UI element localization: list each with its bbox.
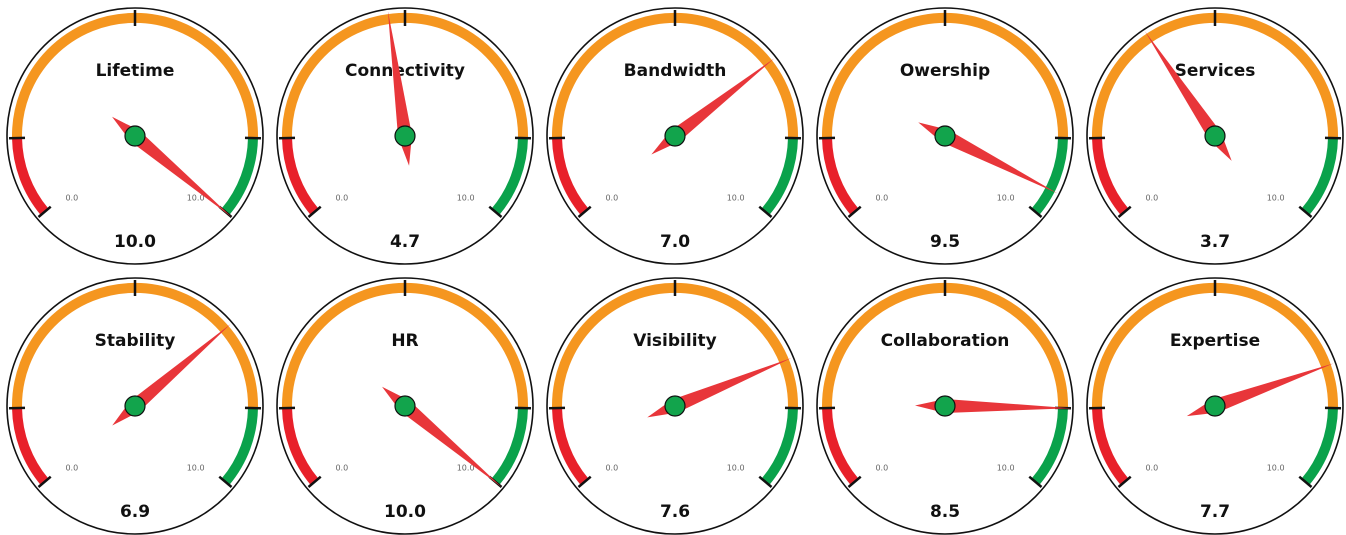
gauge-svg: 0.0 10.0 Visibility 7.6	[540, 270, 810, 535]
gauge-svg: 0.0 10.0 Expertise 7.7	[1080, 270, 1346, 535]
gauge-value: 3.7	[1200, 232, 1230, 252]
gauge-hub	[395, 396, 415, 416]
gauge-hub	[125, 126, 145, 146]
gauge-max-label: 10.0	[1267, 464, 1285, 473]
gauge-svg: 0.0 10.0 Bandwidth 7.0	[540, 0, 810, 265]
gauge-hub	[395, 126, 415, 146]
gauge-min-label: 0.0	[335, 194, 348, 203]
gauge-title: Bandwidth	[624, 61, 727, 81]
gauge-bandwidth: 0.0 10.0 Bandwidth 7.0	[540, 0, 810, 265]
gauge-svg: 0.0 10.0 Collaboration 8.5	[810, 270, 1080, 535]
gauge-hub	[125, 396, 145, 416]
gauge-max-label: 10.0	[997, 464, 1015, 473]
gauge-svg: 0.0 10.0 Stability 6.9	[0, 270, 270, 535]
gauge-svg: 0.0 10.0 Lifetime 10.0	[0, 0, 270, 265]
gauge-title: Lifetime	[96, 61, 175, 81]
gauge-owership: 0.0 10.0 Owership 9.5	[810, 0, 1080, 265]
gauge-title: Owership	[900, 61, 990, 81]
gauge-collaboration: 0.0 10.0 Collaboration 8.5	[810, 270, 1080, 535]
gauge-hub	[1205, 126, 1225, 146]
gauge-max-label: 10.0	[457, 194, 475, 203]
gauge-connectivity: 0.0 10.0 Connectivity 4.7	[270, 0, 540, 265]
gauge-value: 10.0	[114, 232, 156, 252]
gauge-title: Visibility	[633, 331, 717, 351]
gauge-value: 7.6	[660, 502, 690, 522]
gauge-svg: 0.0 10.0 Owership 9.5	[810, 0, 1080, 265]
gauge-stability: 0.0 10.0 Stability 6.9	[0, 270, 270, 535]
gauge-hr: 0.0 10.0 HR 10.0	[270, 270, 540, 535]
gauge-lifetime: 0.0 10.0 Lifetime 10.0	[0, 0, 270, 265]
gauge-value: 7.7	[1200, 502, 1230, 522]
gauge-max-label: 10.0	[727, 464, 745, 473]
gauge-svg: 0.0 10.0 Services 3.7	[1080, 0, 1346, 265]
gauge-value: 6.9	[120, 502, 150, 522]
gauge-min-label: 0.0	[1145, 464, 1158, 473]
gauge-min-label: 0.0	[605, 194, 618, 203]
gauge-min-label: 0.0	[65, 464, 78, 473]
gauge-max-label: 10.0	[187, 464, 205, 473]
gauge-title: HR	[391, 331, 418, 351]
gauge-value: 9.5	[930, 232, 960, 252]
gauge-max-label: 10.0	[727, 194, 745, 203]
gauge-visibility: 0.0 10.0 Visibility 7.6	[540, 270, 810, 535]
gauge-svg: 0.0 10.0 Connectivity 4.7	[270, 0, 540, 265]
gauge-min-label: 0.0	[1145, 194, 1158, 203]
gauge-max-label: 10.0	[997, 194, 1015, 203]
gauge-hub	[935, 126, 955, 146]
gauge-hub	[665, 396, 685, 416]
gauge-services: 0.0 10.0 Services 3.7	[1080, 0, 1346, 265]
gauge-title: Services	[1175, 61, 1256, 81]
gauge-title: Collaboration	[881, 331, 1010, 351]
gauge-hub	[935, 396, 955, 416]
gauge-title: Stability	[95, 331, 176, 351]
gauge-value: 7.0	[660, 232, 690, 252]
gauge-svg: 0.0 10.0 HR 10.0	[270, 270, 540, 535]
gauge-min-label: 0.0	[875, 194, 888, 203]
gauge-hub	[665, 126, 685, 146]
gauge-min-label: 0.0	[335, 464, 348, 473]
gauge-min-label: 0.0	[605, 464, 618, 473]
gauge-max-label: 10.0	[457, 464, 475, 473]
gauge-min-label: 0.0	[875, 464, 888, 473]
gauge-min-label: 0.0	[65, 194, 78, 203]
gauge-max-label: 10.0	[1267, 194, 1285, 203]
gauge-value: 4.7	[390, 232, 420, 252]
gauge-value: 8.5	[930, 502, 960, 522]
gauge-max-label: 10.0	[187, 194, 205, 203]
gauge-title: Expertise	[1170, 331, 1260, 351]
gauge-hub	[1205, 396, 1225, 416]
gauge-value: 10.0	[384, 502, 426, 522]
gauge-expertise: 0.0 10.0 Expertise 7.7	[1080, 270, 1346, 535]
gauge-title: Connectivity	[345, 61, 465, 81]
